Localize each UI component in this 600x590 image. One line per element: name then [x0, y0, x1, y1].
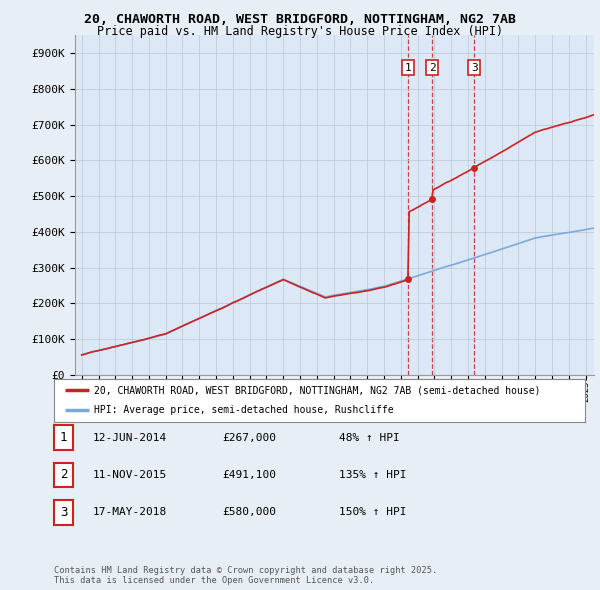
Text: 48% ↑ HPI: 48% ↑ HPI — [339, 433, 400, 442]
Text: 20, CHAWORTH ROAD, WEST BRIDGFORD, NOTTINGHAM, NG2 7AB (semi-detached house): 20, CHAWORTH ROAD, WEST BRIDGFORD, NOTTI… — [94, 385, 541, 395]
Text: £267,000: £267,000 — [222, 433, 276, 442]
Text: 2: 2 — [60, 468, 67, 481]
Text: 3: 3 — [60, 506, 67, 519]
Text: 20, CHAWORTH ROAD, WEST BRIDGFORD, NOTTINGHAM, NG2 7AB: 20, CHAWORTH ROAD, WEST BRIDGFORD, NOTTI… — [84, 13, 516, 26]
Text: 1: 1 — [60, 431, 67, 444]
Text: Contains HM Land Registry data © Crown copyright and database right 2025.
This d: Contains HM Land Registry data © Crown c… — [54, 566, 437, 585]
Text: 12-JUN-2014: 12-JUN-2014 — [93, 433, 167, 442]
Text: 135% ↑ HPI: 135% ↑ HPI — [339, 470, 407, 480]
Text: HPI: Average price, semi-detached house, Rushcliffe: HPI: Average price, semi-detached house,… — [94, 405, 394, 415]
Text: 11-NOV-2015: 11-NOV-2015 — [93, 470, 167, 480]
Text: £580,000: £580,000 — [222, 507, 276, 517]
Text: 2: 2 — [429, 63, 436, 73]
Text: Price paid vs. HM Land Registry's House Price Index (HPI): Price paid vs. HM Land Registry's House … — [97, 25, 503, 38]
Text: 17-MAY-2018: 17-MAY-2018 — [93, 507, 167, 517]
Text: 150% ↑ HPI: 150% ↑ HPI — [339, 507, 407, 517]
Text: £491,100: £491,100 — [222, 470, 276, 480]
Text: 1: 1 — [405, 63, 412, 73]
Text: 3: 3 — [471, 63, 478, 73]
